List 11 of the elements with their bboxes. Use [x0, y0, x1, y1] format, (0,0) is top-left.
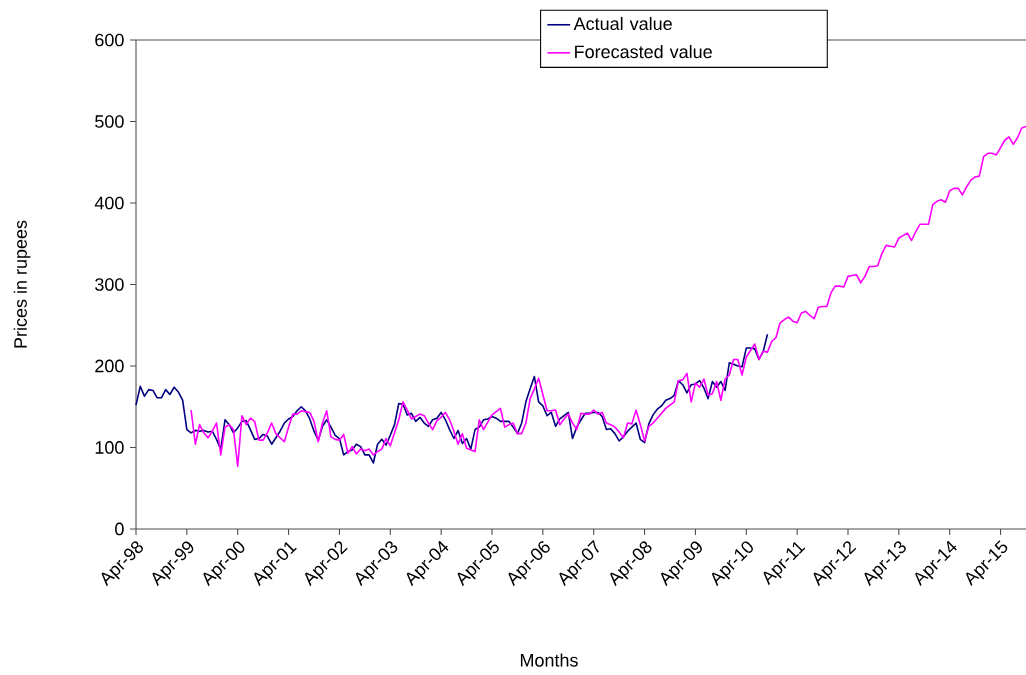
y-tick-label: 600 — [95, 33, 124, 47]
y-tick-label: 300 — [95, 278, 124, 291]
legend-label: Actual value — [573, 16, 672, 31]
y-axis-title: Prices in rupees — [13, 220, 31, 348]
y-tick-label: 200 — [95, 359, 124, 373]
y-tick-label: 0 — [115, 522, 124, 536]
y-tick-label: 100 — [95, 441, 124, 454]
x-axis-title: Months — [520, 653, 578, 667]
legend-label: Forecasted value — [575, 44, 712, 59]
y-tick-label: 400 — [94, 196, 124, 210]
y-tick-label: 500 — [95, 115, 124, 128]
